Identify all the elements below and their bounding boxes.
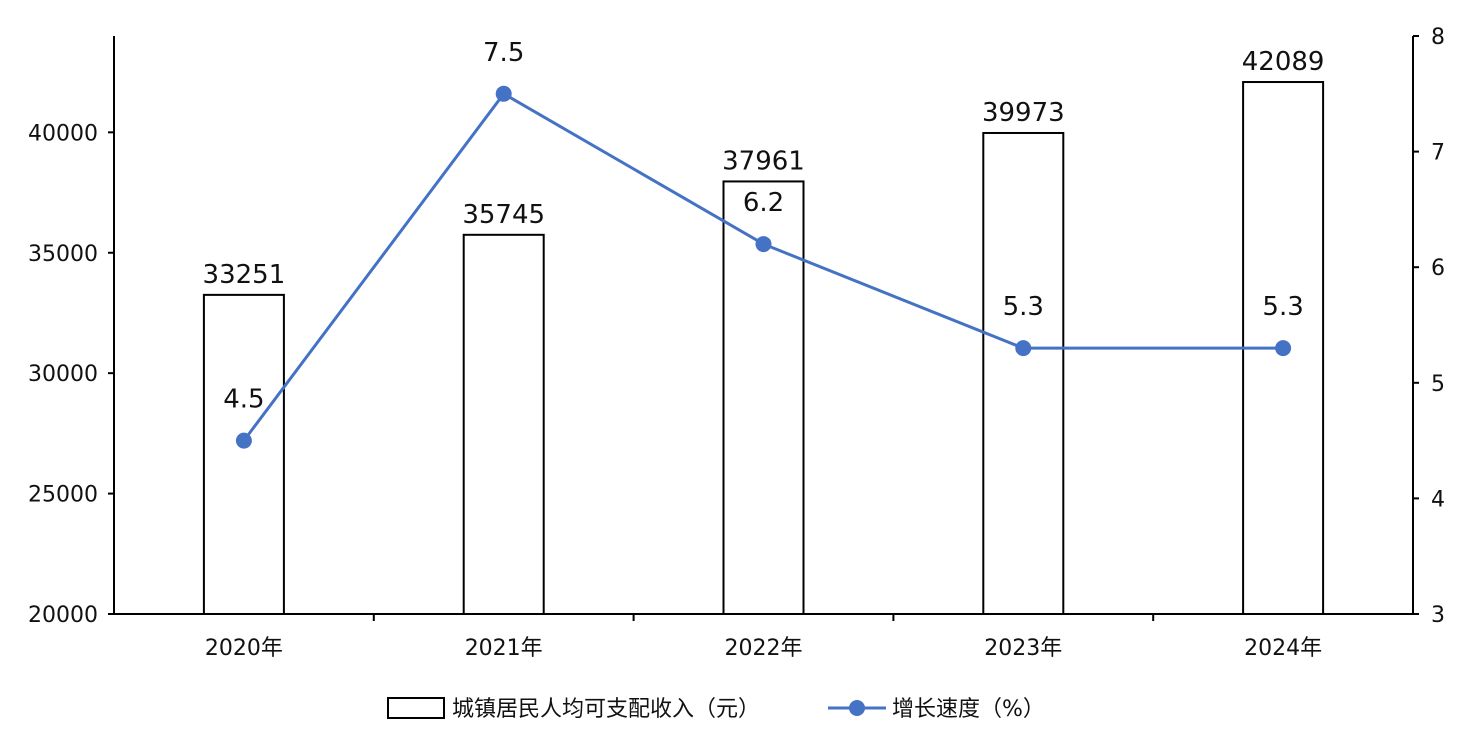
growth-value-label: 6.2 [743,188,784,218]
bar-value-label: 42089 [1242,47,1325,77]
left-tick-label: 40000 [28,121,98,146]
growth-value-label: 5.3 [1262,292,1303,322]
axes: 20000 25000 30000 35000 40000 3 4 5 6 7 8 2020年 2021… [28,25,1445,661]
legend-line-marker [849,700,865,716]
growth-value-label: 4.5 [223,385,264,415]
right-tick-label: 8 [1431,25,1445,50]
growth-point [755,236,772,253]
legend-line-label: 增长速度（%） [892,697,1045,722]
growth-value-label: 5.3 [1003,292,1044,322]
x-tick-label: 2022年 [725,636,803,661]
x-tick-label: 2024年 [1244,636,1322,661]
right-tick-label: 6 [1431,256,1445,281]
left-tick-label: 35000 [28,242,98,267]
bar [462,233,545,615]
growth-line [235,85,1292,449]
bar [202,293,285,615]
left-tick-label: 20000 [28,603,98,628]
x-tick-label: 2023年 [984,636,1062,661]
left-tick-label: 30000 [28,362,98,387]
left-tick-label: 25000 [28,483,98,508]
x-tick-label: 2020年 [205,636,283,661]
right-tick-label: 3 [1431,603,1445,628]
bar-value-label: 39973 [982,98,1065,128]
growth-point [495,85,512,102]
growth-point [1015,340,1032,357]
bar [982,131,1065,615]
right-tick-label: 4 [1431,487,1445,512]
legend-bar-label: 城镇居民人均可支配收入（元） [452,697,760,722]
right-tick-label: 7 [1431,141,1445,166]
bar-value-label: 37961 [722,146,805,176]
bar-value-label: 33251 [203,260,286,290]
bar-value-label: 35745 [462,200,545,230]
right-tick-label: 5 [1431,372,1445,397]
x-tick-label: 2021年 [465,636,543,661]
legend: 城镇居民人均可支配收入（元） 增长速度（%） [387,697,1045,722]
legend-bar-swatch [387,697,445,719]
growth-point [1275,340,1292,357]
growth-point [235,432,252,449]
growth-value-label: 7.5 [483,38,524,68]
data-labels: 33251 35745 37961 39973 42089 4.5 7.5 6.2 5.3 5.3 [203,38,1325,415]
